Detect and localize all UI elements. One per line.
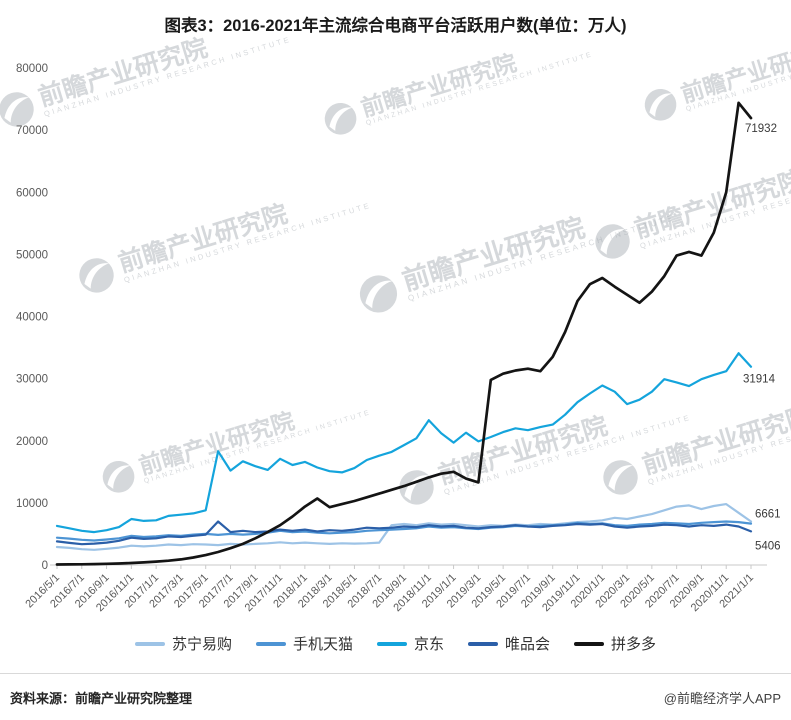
legend-item-4: 唯品会 bbox=[468, 633, 550, 654]
legend-item-3: 京东 bbox=[376, 633, 444, 654]
chart-title: 图表3：2016-2021年主流综合电商平台活跃用户数(单位：万人) bbox=[164, 17, 627, 35]
legend-swatch-icon bbox=[468, 641, 498, 646]
legend-label: 京东 bbox=[413, 636, 444, 653]
y-tick-label: 80000 bbox=[16, 63, 48, 75]
legend-swatch-icon bbox=[134, 641, 165, 646]
y-tick-label: 20000 bbox=[16, 436, 48, 448]
series-line-唯品会 bbox=[55, 520, 753, 546]
series-line-京东 bbox=[55, 352, 753, 534]
legend-item-2: 手机天猫 bbox=[255, 633, 353, 654]
end-label-京东: 31914 bbox=[743, 374, 776, 386]
y-tick-label: 60000 bbox=[16, 187, 48, 199]
series-line-拼多多 bbox=[55, 101, 753, 566]
legend-label: 唯品会 bbox=[505, 636, 551, 653]
y-tick-label: 70000 bbox=[16, 125, 48, 137]
legend-swatch-icon bbox=[574, 641, 605, 646]
y-tick-label: 0 bbox=[42, 560, 48, 572]
y-tick-label: 40000 bbox=[16, 312, 48, 324]
legend-swatch-icon bbox=[255, 641, 286, 646]
series-line-苏宁易购 bbox=[55, 503, 753, 551]
y-tick-label: 30000 bbox=[16, 374, 48, 386]
legend-item-5: 拼多多 bbox=[574, 633, 656, 654]
y-tick-label: 10000 bbox=[16, 498, 48, 510]
source-note: 资料来源：前瞻产业研究院整理 bbox=[10, 690, 193, 706]
legend-label: 手机天猫 bbox=[292, 636, 353, 653]
y-tick-label: 50000 bbox=[16, 249, 48, 261]
legend-item-1: 苏宁易购 bbox=[134, 633, 232, 654]
legend-label: 苏宁易购 bbox=[171, 636, 232, 653]
legend-label: 拼多多 bbox=[611, 636, 657, 653]
chart-legend: 苏宁易购 手机天猫 京东 唯品会 拼多多 bbox=[0, 633, 791, 654]
footer: 资料来源：前瞻产业研究院整理 @前瞻经济学人APP bbox=[0, 673, 791, 720]
series-line-手机天猫 bbox=[55, 520, 753, 542]
credit-note: @前瞻经济学人APP bbox=[663, 690, 781, 706]
end-label-唯品会: 5406 bbox=[755, 540, 781, 552]
line-chart-canvas: 0 10000 20000 30000 40000 50000 60000 70000 8000… bbox=[16, 63, 781, 614]
end-label-拼多多: 71932 bbox=[745, 123, 777, 135]
end-label-手机天猫: 6661 bbox=[755, 509, 781, 521]
legend-swatch-icon bbox=[376, 641, 407, 646]
